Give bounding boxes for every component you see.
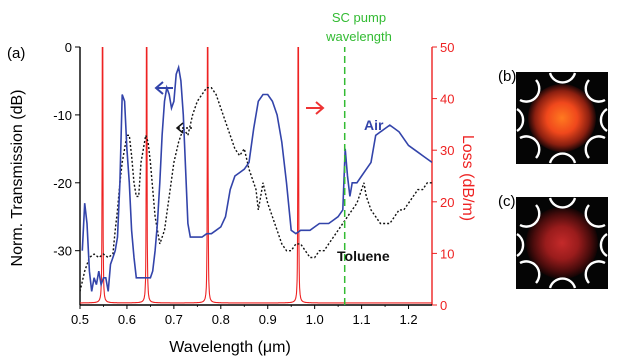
x-tick-label: 0.5: [71, 312, 89, 327]
toluene-series-line: [80, 87, 432, 292]
panel-label-a: (a): [7, 45, 25, 62]
left-axis-arrow-toluene: [175, 122, 192, 134]
x-tick-label: 1.2: [399, 312, 417, 327]
y-right-tick-label: 30: [440, 143, 454, 158]
x-tick-label: 0.7: [165, 312, 183, 327]
x-tick-label: 0.8: [212, 312, 230, 327]
x-axis-label: Wavelength (μm): [169, 339, 291, 356]
left-axis-arrow-air: [154, 81, 173, 95]
right-y-tick-group: 0 10 20 30 40 50: [432, 40, 454, 313]
x-tick-label: 1.0: [306, 312, 324, 327]
x-tick-group: 0.5 0.6 0.7 0.8 0.9 1.0 1.1 1.2: [71, 305, 418, 327]
right-axis-arrow-loss: [306, 101, 325, 115]
toluene-series-label: Toluene: [337, 248, 390, 264]
y-right-tick-label: 50: [440, 40, 454, 55]
y-axis-label-right: Loss (dB/m): [459, 135, 476, 221]
mode-image-toluene: [516, 197, 608, 289]
y-left-tick-label: -30: [53, 244, 72, 259]
y-left-tick-label: -20: [53, 176, 72, 191]
left-y-tick-group: 0 -10 -20 -30: [53, 40, 80, 259]
x-tick-label: 1.1: [353, 312, 371, 327]
x-tick-label: 0.6: [118, 312, 136, 327]
air-series-label: Air: [364, 117, 384, 133]
axes: [79, 47, 433, 306]
y-left-tick-label: -10: [53, 108, 72, 123]
panel-label-b: (b): [498, 68, 516, 85]
y-right-tick-label: 0: [440, 298, 447, 313]
air-series-line: [81, 64, 432, 292]
mode-image-air: [516, 72, 608, 164]
y-right-tick-label: 10: [440, 246, 454, 261]
y-right-tick-label: 20: [440, 195, 454, 210]
pump-label-line1: SC pump: [332, 10, 386, 25]
y-axis-label-left: Norm. Transmission (dB): [9, 90, 26, 267]
y-right-tick-label: 40: [440, 92, 454, 107]
panel-label-c: (c): [498, 193, 516, 210]
y-left-tick-label: 0: [65, 40, 72, 55]
pump-label-line2: wavelength: [325, 29, 392, 44]
x-tick-label: 0.9: [259, 312, 277, 327]
loss-series-line: [80, 47, 432, 304]
